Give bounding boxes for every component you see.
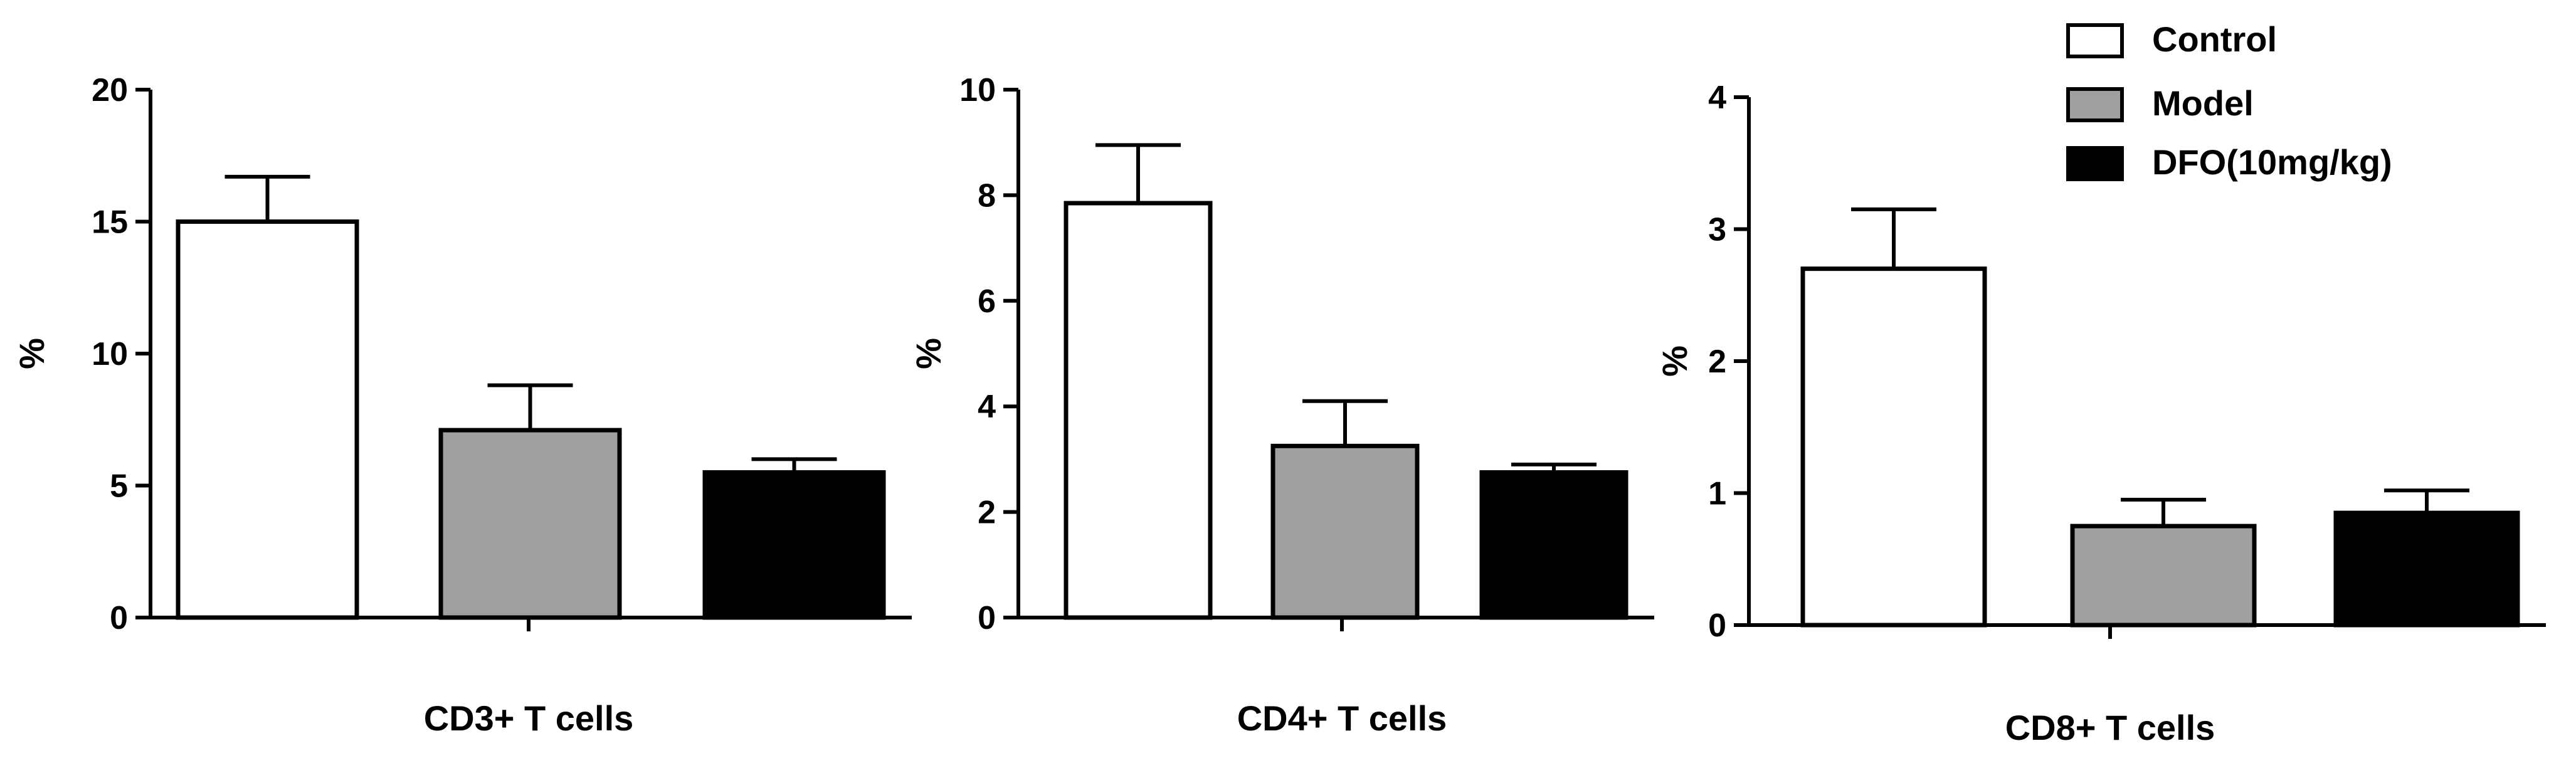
y-tick-label: 15 [92,204,128,241]
legend-label-control: Control [2152,19,2277,59]
bar [1800,266,1987,628]
legend-label-model: Model [2152,83,2254,123]
y-tick-label: 8 [978,177,996,214]
bar [2070,524,2257,628]
y-tick-label: 0 [978,600,996,636]
y-tick-label: 2 [978,495,996,531]
legend-swatch-dfo [2066,146,2124,181]
y-tick-label: 4 [1708,80,1726,116]
y-axis-label: % [12,338,51,369]
chart-panel: 0 1 2 3 4 CD8+ T cells% [1655,80,2546,747]
y-tick-label: 10 [92,336,128,372]
legend-swatch-model [2066,87,2124,122]
y-axis-label: % [1655,345,1694,377]
legend-swatch-control [2066,23,2124,58]
chart-panel: 0 5 10 15 20 CD3+ T cells% [12,72,912,738]
y-tick-label: 6 [978,283,996,320]
bar [1479,470,1628,620]
y-tick-label: 10 [959,72,996,108]
y-tick-label: 5 [110,468,128,505]
bar [2333,510,2520,628]
y-tick-label: 20 [92,72,128,108]
x-axis-label: CD4+ T cells [1237,698,1447,738]
chart-panel: 0 2 4 6 8 10 CD4+ T cells% [909,72,1654,738]
legend-label-dfo: DFO(10mg/kg) [2152,142,2392,182]
y-axis-label: % [909,338,948,369]
y-tick-label: 0 [1708,608,1726,644]
bar [1064,201,1213,620]
legend: Control Model DFO(10mg/kg) [2066,19,2392,182]
x-axis-label: CD8+ T cells [2005,708,2215,747]
y-tick-label: 2 [1708,344,1726,380]
y-tick-label: 1 [1708,476,1726,512]
y-tick-label: 3 [1708,212,1726,248]
x-axis-label: CD3+ T cells [424,698,634,738]
bar [438,428,622,620]
bar [1270,443,1420,620]
bar [176,219,359,620]
bar [702,470,886,620]
y-tick-label: 0 [110,600,128,636]
y-tick-label: 4 [978,389,996,425]
